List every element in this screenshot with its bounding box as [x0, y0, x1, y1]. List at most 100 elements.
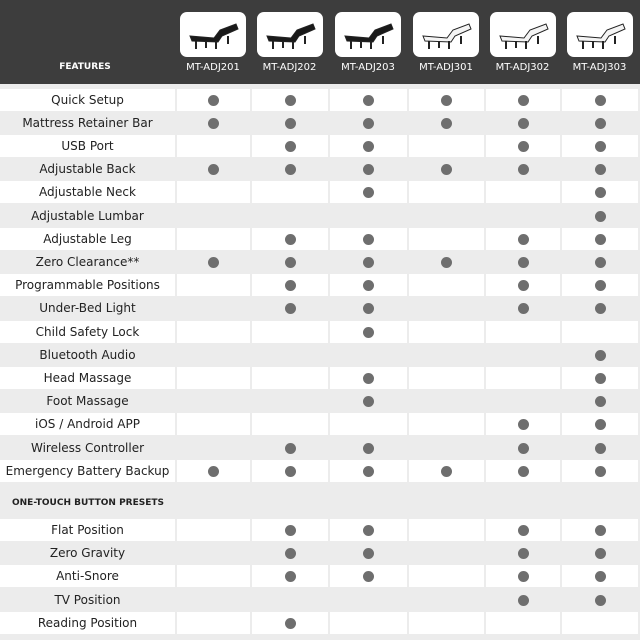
feature-label: Bluetooth Audio	[0, 344, 175, 366]
check-dot-icon	[208, 256, 219, 268]
feature-cell	[562, 519, 638, 541]
feature-label: iOS / Android APP	[0, 413, 175, 435]
feature-cell	[177, 228, 250, 250]
feature-cell	[409, 437, 484, 459]
feature-cell	[562, 344, 638, 366]
feature-cell	[330, 135, 407, 157]
feature-cell	[486, 251, 560, 273]
features-heading: FEATURES	[59, 62, 111, 72]
feature-cell	[486, 135, 560, 157]
check-dot-icon	[284, 442, 296, 454]
feature-cell	[562, 274, 638, 296]
check-dot-icon	[594, 233, 606, 245]
feature-cell	[252, 612, 328, 634]
feature-cell	[177, 367, 250, 389]
feature-label: Adjustable Neck	[0, 181, 175, 203]
feature-cell	[330, 344, 407, 366]
feature-cell	[562, 437, 638, 459]
feature-cell	[252, 565, 328, 587]
check-dot-icon	[363, 465, 374, 477]
feature-cell	[177, 612, 250, 634]
bed-product-image	[335, 12, 401, 57]
check-dot-icon	[594, 372, 606, 384]
feature-cell	[252, 135, 328, 157]
feature-label: Reading Position	[0, 612, 175, 634]
feature-label: Emergency Battery Backup	[0, 460, 175, 482]
model-name: MT-ADJ303	[572, 62, 627, 73]
table-row: Under-Bed Light	[0, 297, 640, 319]
table-row: Flat Position	[0, 519, 640, 541]
feature-label: Under-Bed Light	[0, 297, 175, 319]
check-dot-icon	[594, 186, 606, 198]
check-dot-icon	[363, 547, 374, 559]
feature-cell	[252, 205, 328, 227]
feature-cell	[562, 612, 638, 634]
feature-cell	[409, 460, 484, 482]
feature-cell	[330, 228, 407, 250]
feature-cell	[409, 390, 484, 412]
check-dot-icon	[594, 465, 606, 477]
feature-label: Adjustable Back	[0, 158, 175, 180]
feature-cell	[330, 390, 407, 412]
feature-cell	[409, 565, 484, 587]
bed-product-image	[489, 12, 556, 57]
check-dot-icon	[363, 256, 374, 268]
feature-cell	[409, 181, 484, 203]
feature-cell	[330, 367, 407, 389]
feature-cell	[486, 158, 560, 180]
table-row: Foot Massage	[0, 390, 640, 412]
feature-cell	[562, 565, 638, 587]
feature-label: Wireless Controller	[0, 437, 175, 459]
check-dot-icon	[208, 465, 219, 477]
check-dot-icon	[517, 117, 529, 129]
feature-cell	[177, 565, 250, 587]
model-name: MT-ADJ301	[419, 62, 473, 73]
feature-label: Adjustable Lumbar	[0, 205, 175, 227]
feature-cell	[330, 460, 407, 482]
feature-cell	[562, 205, 638, 227]
bed-product-image	[180, 12, 246, 57]
feature-cell	[409, 158, 484, 180]
feature-cell	[562, 460, 638, 482]
feature-cell	[252, 112, 328, 134]
table-row: Programmable Positions	[0, 274, 640, 296]
feature-label: Zero Clearance**	[0, 251, 175, 273]
feature-cell	[562, 228, 638, 250]
check-dot-icon	[284, 547, 296, 559]
feature-cell	[562, 251, 638, 273]
feature-cell	[486, 89, 560, 111]
feature-cell	[562, 89, 638, 111]
feature-cell	[486, 205, 560, 227]
feature-cell	[177, 390, 250, 412]
check-dot-icon	[594, 395, 606, 407]
feature-cell	[562, 321, 638, 343]
check-dot-icon	[594, 570, 606, 582]
feature-cell	[409, 344, 484, 366]
feature-cell	[330, 205, 407, 227]
feature-label: TV Position	[0, 589, 175, 611]
feature-label: Flat Position	[0, 519, 175, 541]
feature-cell	[177, 321, 250, 343]
check-dot-icon	[594, 418, 606, 430]
check-dot-icon	[284, 465, 296, 477]
feature-label: Quick Setup	[0, 89, 175, 111]
feature-cell	[409, 542, 484, 564]
feature-cell	[486, 437, 560, 459]
check-dot-icon	[208, 163, 219, 175]
feature-cell	[330, 321, 407, 343]
feature-cell	[330, 297, 407, 319]
check-dot-icon	[284, 163, 296, 175]
check-dot-icon	[594, 117, 606, 129]
check-dot-icon	[594, 524, 606, 536]
check-dot-icon	[441, 94, 452, 106]
feature-cell	[252, 460, 328, 482]
feature-label: Foot Massage	[0, 390, 175, 412]
check-dot-icon	[284, 140, 296, 152]
table-row: Bluetooth Audio	[0, 344, 640, 366]
feature-cell	[486, 321, 560, 343]
feature-cell	[409, 297, 484, 319]
table-row: Head Massage	[0, 367, 640, 389]
feature-label: Adjustable Leg	[0, 228, 175, 250]
check-dot-icon	[363, 326, 374, 338]
feature-cell	[330, 181, 407, 203]
